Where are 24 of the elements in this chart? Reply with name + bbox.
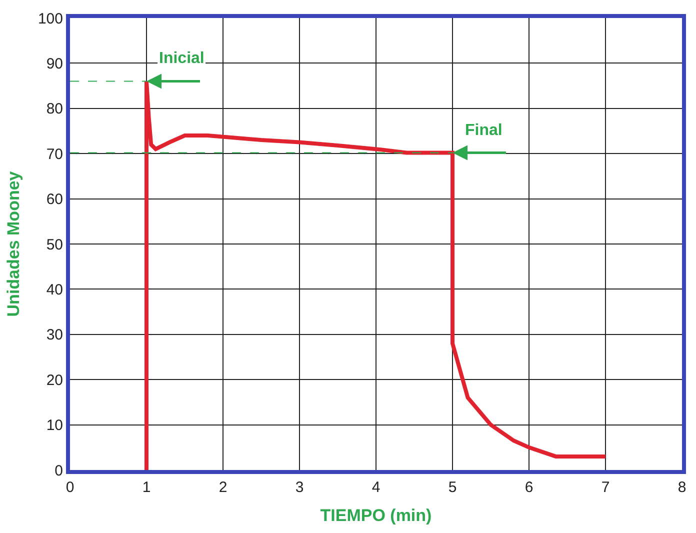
- x-tick-label: 3: [295, 479, 304, 496]
- y-tick-label: 0: [54, 462, 63, 480]
- ref-line-label: Final: [465, 122, 502, 139]
- x-tick-label: 5: [448, 479, 457, 496]
- ref-line-label: Inicial: [159, 50, 204, 67]
- y-tick-label: 80: [46, 100, 63, 118]
- y-tick-label: 60: [46, 191, 63, 208]
- y-tick-label: 10: [46, 417, 63, 434]
- x-tick-label: 1: [142, 479, 151, 496]
- y-tick-label: 20: [46, 372, 63, 389]
- y-tick-label: 90: [46, 55, 63, 72]
- y-tick-label: 40: [46, 281, 63, 298]
- x-tick-label: 6: [524, 479, 534, 496]
- x-tick-label: 2: [218, 479, 228, 496]
- y-tick-label: 70: [46, 146, 63, 163]
- y-tick-label: 30: [46, 326, 63, 344]
- x-tick-label: 8: [678, 479, 686, 496]
- x-tick-label: 7: [601, 479, 610, 496]
- x-tick-label: 0: [66, 479, 74, 496]
- y-axis-title: Unidades Mooney: [4, 170, 24, 317]
- x-tick-label: 4: [372, 479, 380, 496]
- y-tick-label: 50: [46, 236, 63, 254]
- x-axis-title: TIEMPO (min): [320, 506, 432, 525]
- y-tick-label: 100: [38, 10, 63, 28]
